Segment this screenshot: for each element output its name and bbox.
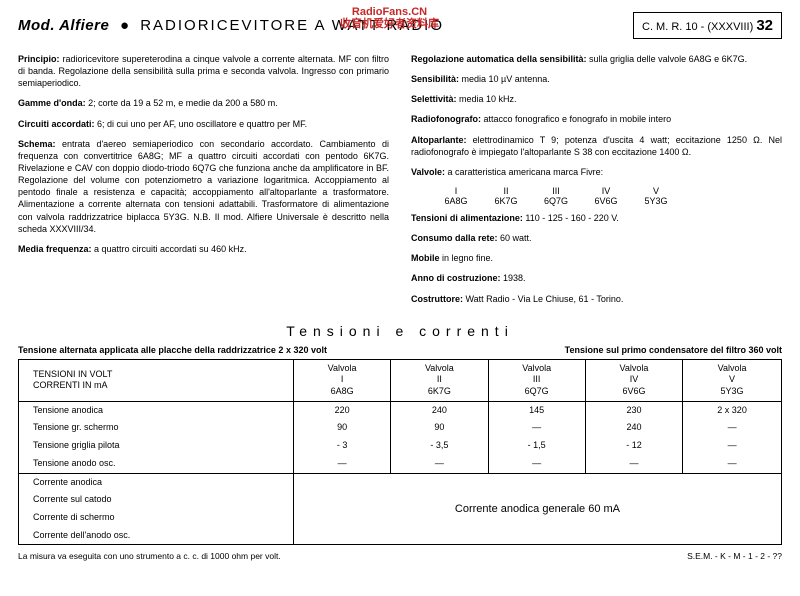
right-column: Regolazione automatica della sensibilità… [411, 53, 782, 313]
watermark-line1: RadioFans.CN [340, 6, 439, 18]
table-cell: 220 [293, 401, 390, 419]
spec-para: Circuiti accordati: 6; di cui uno per AF… [18, 118, 389, 130]
spec-para: Radiofonografo: attacco fonografico e fo… [411, 113, 782, 125]
spec-para: Mobile in legno fine. [411, 252, 782, 264]
table-cell: — [391, 455, 488, 473]
table-row: Tensione anodo osc.————— [19, 455, 782, 473]
model-name: Mod. Alfiere [18, 17, 109, 34]
table-head-col: ValvolaII6K7G [391, 359, 488, 401]
merged-current-cell: Corrente anodica generale 60 mA [293, 473, 781, 545]
ref-number: 32 [756, 17, 773, 34]
footnote-right: S.E.M. - K - M - 1 - 2 - ?? [687, 551, 782, 561]
spec-para: Media frequenza: a quattro circuiti acco… [18, 243, 389, 255]
row-label: Tensione anodica [19, 401, 294, 419]
table-head-col: ValvolaIII6Q7G [488, 359, 585, 401]
row-label: Corrente anodica [19, 473, 294, 491]
table-row: Tensione gr. schermo9090—240— [19, 419, 782, 437]
caption-right: Tensione sul primo condensatore del filt… [565, 345, 782, 355]
left-column: Principio: radioricevitore supereterodin… [18, 53, 389, 313]
table-cell: 145 [488, 401, 585, 419]
row-label: Corrente sul catodo [19, 491, 294, 509]
table-cell: 90 [391, 419, 488, 437]
caption-left: Tensione alternata applicata alle placch… [18, 345, 327, 355]
table-row: Tensione griglia pilota- 3- 3,5- 1,5- 12… [19, 437, 782, 455]
table-cell: — [585, 455, 682, 473]
header-ref-box: C. M. R. 10 - (XXXVIII) 32 [633, 12, 782, 39]
spec-para: Principio: radioricevitore supereterodin… [18, 53, 389, 89]
watermark-line2: 收音机爱好者资料库 [340, 18, 439, 30]
row-label: Corrente dell'anodo osc. [19, 527, 294, 545]
table-head-col: ValvolaV5Y3G [683, 359, 782, 401]
table-cell: — [488, 455, 585, 473]
spec-para: Tensioni di alimentazione: 110 - 125 - 1… [411, 212, 782, 224]
spec-para: Valvole: a caratteristica americana marc… [411, 166, 782, 178]
table-cell: — [683, 455, 782, 473]
table-cell: - 3 [293, 437, 390, 455]
table-cell: 240 [391, 401, 488, 419]
table-head-col: ValvolaIV6V6G [585, 359, 682, 401]
spec-para: Schema: entrata d'aereo semiaperiodico c… [18, 138, 389, 235]
dot-separator: ● [120, 17, 130, 34]
row-label: Tensione anodo osc. [19, 455, 294, 473]
table-cell: — [683, 437, 782, 455]
table-cell: — [488, 419, 585, 437]
spec-para: Sensibilità: media 10 µV antenna. [411, 73, 782, 85]
valve-list: IIIIIIIVV6A8G6K7G6Q7G6V6G5Y3G [431, 186, 782, 206]
table-cell: - 1,5 [488, 437, 585, 455]
watermark: RadioFans.CN 收音机爱好者资料库 [340, 6, 439, 30]
row-label: Corrente di schermo [19, 509, 294, 527]
spec-columns: Principio: radioricevitore supereterodin… [18, 53, 782, 313]
table-head-col: ValvolaI6A8G [293, 359, 390, 401]
spec-para: Anno di costruzione: 1938. [411, 272, 782, 284]
spec-para: Regolazione automatica della sensibilità… [411, 53, 782, 65]
row-label: Tensione griglia pilota [19, 437, 294, 455]
table-cell: - 3,5 [391, 437, 488, 455]
table-head-label: TENSIONI IN VOLTCORRENTI IN mA [19, 359, 294, 401]
table-cell: 230 [585, 401, 682, 419]
table-caption: Tensione alternata applicata alle placch… [18, 345, 782, 355]
table-row: Corrente anodicaCorrente anodica general… [19, 473, 782, 491]
voltage-current-table: TENSIONI IN VOLTCORRENTI IN mAValvolaI6A… [18, 359, 782, 546]
section-title: Tensioni e correnti [18, 323, 782, 339]
spec-para: Costruttore: Watt Radio - Via Le Chiuse,… [411, 293, 782, 305]
spec-para: Selettività: media 10 kHz. [411, 93, 782, 105]
table-cell: — [293, 455, 390, 473]
footnote-left: La misura va eseguita con uno strumento … [18, 551, 281, 561]
spec-para: Gamme d'onda: 2; corte da 19 a 52 m, e m… [18, 97, 389, 109]
table-cell: 90 [293, 419, 390, 437]
table-cell: 240 [585, 419, 682, 437]
table-cell: - 12 [585, 437, 682, 455]
table-cell: — [683, 419, 782, 437]
table-cell: 2 x 320 [683, 401, 782, 419]
spec-para: Consumo dalla rete: 60 watt. [411, 232, 782, 244]
ref-prefix: C. M. R. 10 - (XXXVIII) [642, 21, 753, 33]
table-row: Tensione anodica2202401452302 x 320 [19, 401, 782, 419]
footnote: La misura va eseguita con uno strumento … [18, 551, 782, 561]
spec-para: Altoparlante: elettrodinamico T 9; poten… [411, 134, 782, 158]
row-label: Tensione gr. schermo [19, 419, 294, 437]
